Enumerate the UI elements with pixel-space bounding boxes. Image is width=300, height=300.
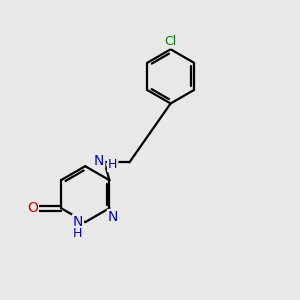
Text: H: H bbox=[108, 158, 117, 171]
Text: O: O bbox=[27, 201, 38, 215]
Text: Cl: Cl bbox=[164, 34, 177, 48]
Text: N: N bbox=[94, 154, 104, 168]
Text: H: H bbox=[73, 227, 83, 240]
Text: N: N bbox=[108, 210, 118, 224]
Text: N: N bbox=[73, 215, 83, 229]
